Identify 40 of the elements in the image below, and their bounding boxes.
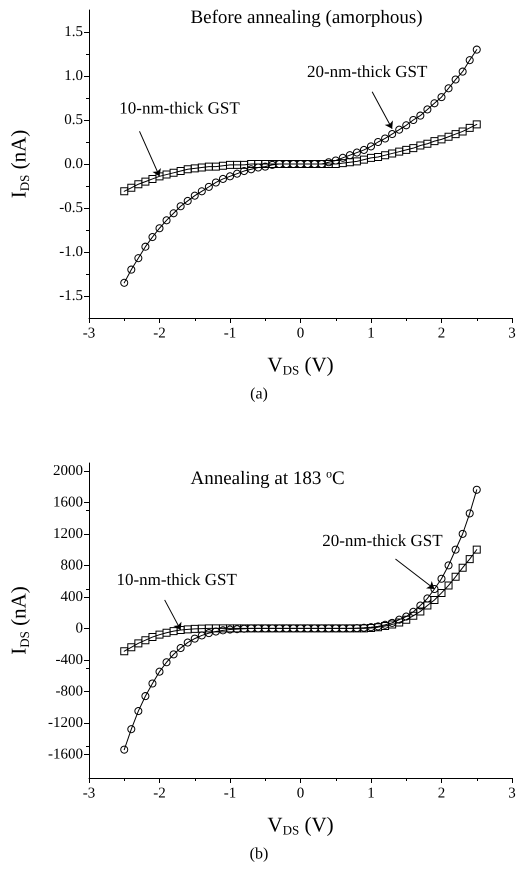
y-tick-label: 400 (60, 588, 83, 605)
y-tick-label: 0.5 (64, 112, 83, 128)
chart-title: Before annealing (amorphous) (190, 7, 423, 28)
x-tick-label: 1 (367, 786, 375, 802)
y-tick-label: -1.5 (59, 288, 83, 304)
x-tick-label: 1 (367, 326, 375, 342)
annotation: 10-nm-thick GST (116, 570, 238, 589)
x-tick-label: -1 (224, 786, 236, 802)
x-tick-label: 2 (438, 786, 446, 802)
y-tick-label: -800 (56, 683, 83, 700)
x-tick-label: -3 (82, 786, 96, 802)
y-tick-label: -1200 (48, 714, 83, 731)
y-tick-label: 800 (60, 557, 83, 574)
annotation: 20-nm-thick GST (306, 62, 428, 81)
annotation: 20-nm-thick GST (322, 531, 444, 550)
x-tick-label: -2 (153, 786, 166, 802)
x-tick-label: 3 (508, 326, 516, 342)
x-tick-label: 0 (296, 786, 304, 802)
y-tick-label: 1.0 (64, 68, 83, 84)
y-tick-label: 0.0 (64, 156, 83, 172)
text: (a) (250, 386, 268, 402)
x-tick-label: -3 (82, 326, 96, 342)
y-tick-label: 1200 (53, 526, 83, 542)
y-tick-label: 1.5 (64, 24, 83, 40)
x-tick-label: -2 (153, 326, 166, 342)
y-tick-label: 1600 (53, 494, 83, 510)
x-tick-label: 3 (508, 786, 516, 802)
x-tick-label: -1 (224, 326, 236, 342)
x-tick-label: 0 (296, 326, 304, 342)
y-axis-title: IDS (nA) (6, 130, 32, 198)
y-tick-label: -400 (56, 652, 83, 668)
y-tick-label: 0 (76, 620, 83, 636)
text: (b) (250, 846, 268, 862)
y-tick-label: -0.5 (59, 200, 83, 216)
y-tick-label: -1.0 (59, 244, 83, 260)
y-axis-title: IDS (nA) (6, 586, 32, 655)
x-tick-label: 2 (438, 326, 446, 342)
y-tick-label: -1600 (48, 746, 83, 762)
annotation: 10-nm-thick GST (119, 98, 240, 118)
y-tick-label: 2000 (53, 462, 83, 479)
